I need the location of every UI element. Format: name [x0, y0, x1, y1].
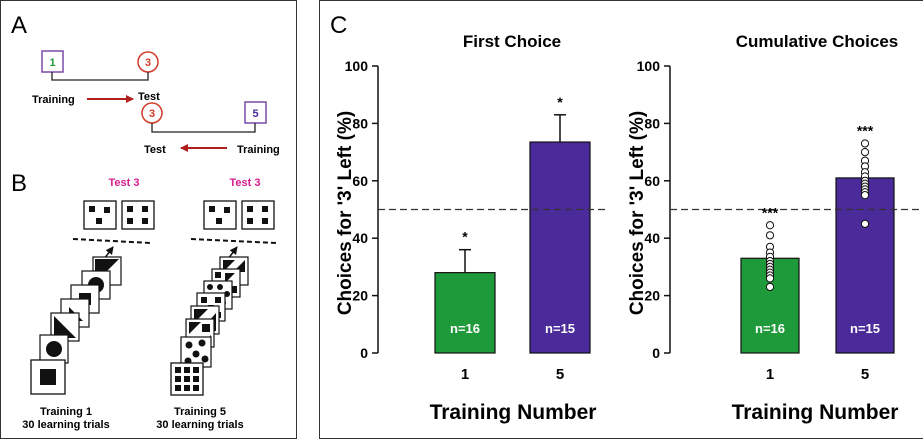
chart-2-y-axis-label: Choices for '3' Left (%)	[627, 111, 648, 315]
chart-2-y-tick-label: 80	[644, 115, 660, 131]
chart-1-significance-marker: *	[462, 229, 468, 245]
panel-c: C Choices for '3' Left (%) Choices for '…	[319, 0, 923, 439]
panel-a-letter: A	[11, 12, 27, 39]
chart-2-data-point	[861, 220, 868, 227]
training-1-caption: Training 1	[40, 406, 92, 418]
chart-1-title: First Choice	[463, 32, 561, 51]
chart-2-x-tick-label: 1	[766, 366, 774, 383]
training-5-caption: Training 5	[174, 406, 226, 418]
chart-2-bar-n-label: n=16	[755, 321, 785, 336]
chart-2-data-point	[861, 140, 868, 147]
chart-1-x-axis-label: Training Number	[430, 401, 597, 424]
chart-1-significance-marker: *	[557, 94, 563, 110]
test-label-bottom: Test	[144, 144, 166, 156]
test-3-number-top: 3	[145, 57, 151, 69]
training-1-card-stack	[31, 257, 121, 394]
panel-c-letter: C	[330, 12, 347, 39]
chart-1-bar-n-label: n=15	[545, 321, 575, 336]
chart-1-y-tick-label: 60	[352, 173, 368, 189]
test-label-top: Test	[138, 91, 160, 103]
panel-b-letter: B	[11, 170, 27, 197]
left-dashed-divider	[73, 239, 151, 243]
chart-1-x-tick-label: 1	[461, 366, 469, 383]
chart-2-significance-marker: ***	[857, 122, 874, 138]
chart-2-y-tick-label: 20	[644, 288, 660, 304]
chart-2-title: Cumulative Choices	[736, 32, 899, 51]
chart-2-y-tick-label: 100	[637, 58, 661, 74]
chart-2-bar-n-label: n=15	[850, 321, 880, 336]
chart-2-y-tick-label: 0	[652, 345, 660, 361]
panels-a-b-svg: A 1 3 Training Test 3 5 Test Training B …	[1, 1, 298, 440]
chart-2-y-tick-label: 60	[644, 173, 660, 189]
training-5-subcaption: 30 learning trials	[156, 419, 243, 431]
test-3-number-bottom: 3	[149, 108, 155, 120]
training-label-top: Training	[32, 94, 75, 106]
chart-2-data-point	[861, 149, 868, 156]
chart-1-y-tick-label: 40	[352, 230, 368, 246]
panel-c-charts: C Choices for '3' Left (%) Choices for '…	[320, 1, 923, 440]
chart-1-bar-n-label: n=16	[450, 321, 480, 336]
chart-2-data-point	[766, 275, 773, 282]
right-test-cards	[204, 201, 274, 229]
left-test-3-label: Test 3	[109, 177, 140, 189]
right-test-3-label: Test 3	[230, 177, 261, 189]
timeline-bottom	[152, 123, 255, 132]
chart-1-y-tick-label: 100	[345, 58, 369, 74]
chart-1-x-tick-label: 5	[556, 366, 564, 383]
left-test-cards	[84, 201, 154, 229]
chart-1-y-tick-label: 20	[352, 288, 368, 304]
chart-2-data-point	[766, 222, 773, 229]
training-1-number: 1	[49, 57, 55, 69]
timeline-top	[52, 72, 148, 80]
training-5-card-stack	[171, 257, 248, 395]
chart-2-data-point	[766, 283, 773, 290]
chart-2-y-tick-label: 40	[644, 230, 660, 246]
panels-a-b: A 1 3 Training Test 3 5 Test Training B …	[0, 0, 297, 439]
chart-1-y-axis-label: Choices for '3' Left (%)	[335, 111, 356, 315]
chart-2-x-tick-label: 5	[861, 366, 869, 383]
chart-2-x-axis-label: Training Number	[732, 401, 899, 424]
training-1-subcaption: 30 learning trials	[22, 419, 109, 431]
right-dashed-divider	[191, 239, 276, 243]
chart-2-significance-marker: ***	[762, 204, 779, 220]
chart-1-y-tick-label: 0	[360, 345, 368, 361]
chart-1-y-tick-label: 80	[352, 115, 368, 131]
chart-2-data-point	[861, 192, 868, 199]
training-label-bottom: Training	[237, 144, 280, 156]
chart-2-data-point	[766, 232, 773, 239]
training-5-number: 5	[252, 108, 258, 120]
chart-1-bar	[435, 273, 495, 353]
